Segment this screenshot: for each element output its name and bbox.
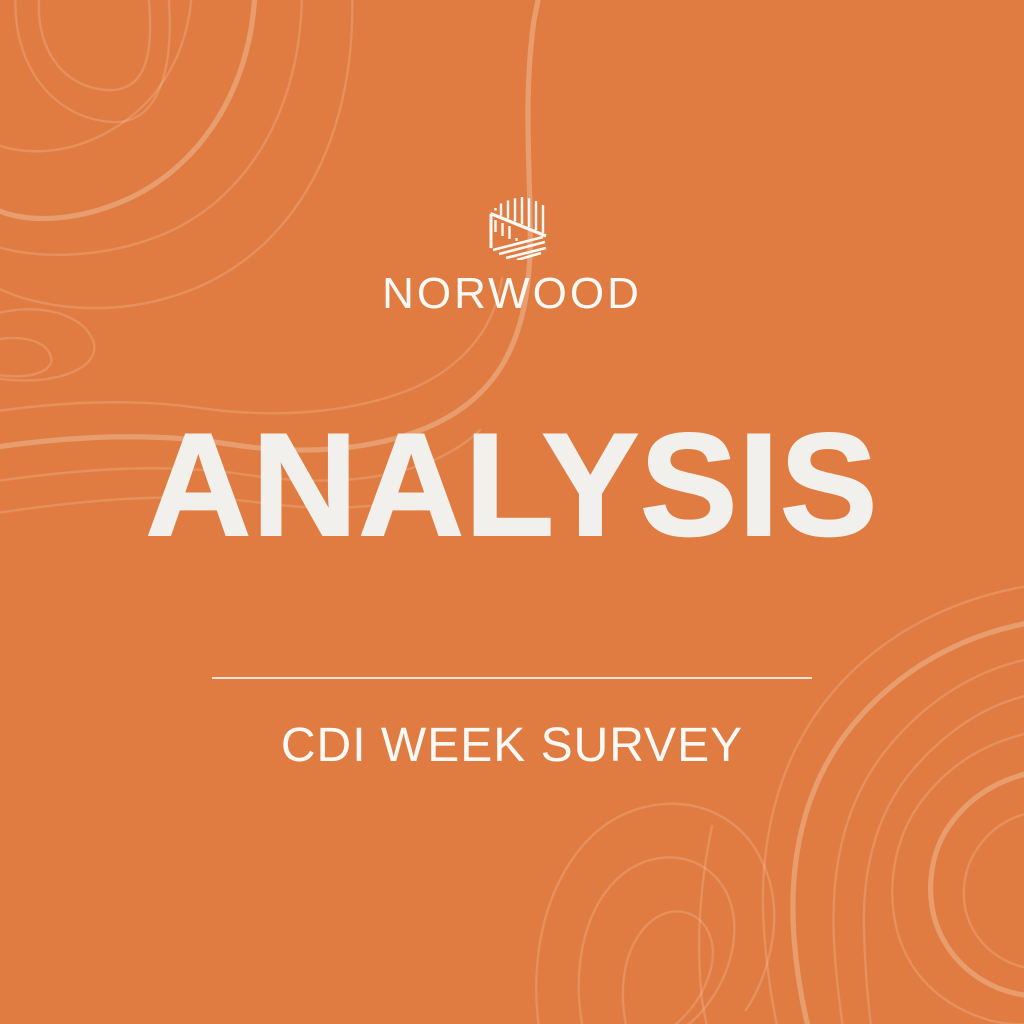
- contour-line: [698, 824, 714, 1024]
- contour-line: [790, 621, 1024, 1024]
- contour-line: [14, 0, 171, 124]
- contour-line: [0, 0, 303, 256]
- contour-line: [962, 813, 1024, 969]
- divider-line: [212, 677, 812, 679]
- contour-line: [621, 910, 714, 1024]
- contour-line: [535, 802, 776, 1024]
- contour-line: [0, 308, 96, 382]
- poster-title: ANALYSIS: [145, 403, 879, 566]
- contour-line: [0, 0, 258, 222]
- contour-line: [891, 732, 1024, 1024]
- contour-line: [0, 0, 193, 153]
- contour-line: [761, 585, 1024, 1024]
- contour-line: [577, 856, 736, 1024]
- contour-group-bottom-right: [535, 585, 1024, 1024]
- logo-vertical-lines: [494, 197, 545, 241]
- contour-line: [0, 336, 53, 378]
- contour-line: [832, 658, 1024, 1024]
- norwood-logo-icon: [489, 197, 547, 260]
- brand-wordmark: NORWOOD: [382, 269, 642, 318]
- contour-line: [928, 771, 1024, 998]
- logo-diagonal: [489, 212, 547, 238]
- contour-line: [0, 0, 541, 453]
- logo-hatch-lines: [492, 235, 547, 260]
- contour-line: [37, 0, 152, 92]
- poster-subtitle: CDI WEEK SURVEY: [280, 719, 744, 772]
- contour-line: [0, 0, 354, 310]
